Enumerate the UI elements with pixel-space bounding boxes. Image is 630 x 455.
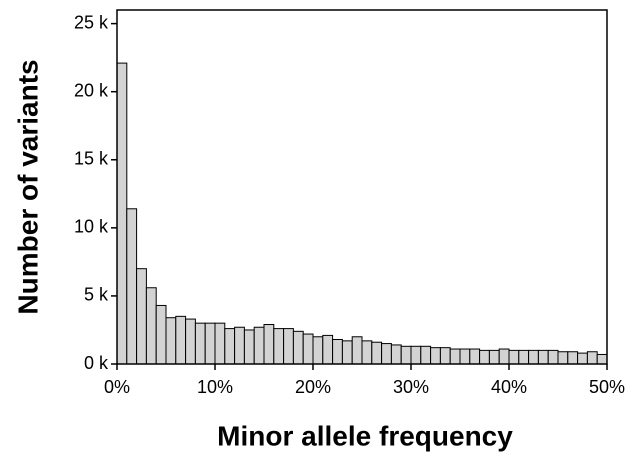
bar	[381, 343, 392, 365]
bar	[596, 353, 608, 365]
bar	[185, 318, 196, 365]
bar	[145, 287, 157, 365]
bar	[312, 336, 324, 365]
bar	[518, 349, 530, 365]
bar	[420, 345, 432, 365]
bar	[214, 322, 226, 365]
bar	[332, 338, 343, 365]
bar	[400, 345, 412, 365]
x-tick-label: 50%	[589, 377, 625, 397]
bar	[430, 347, 441, 365]
x-tick-label: 0%	[104, 377, 130, 397]
bar	[292, 330, 304, 365]
x-axis-label: Minor allele frequency	[217, 420, 513, 451]
y-tick-label: 20 k	[74, 80, 109, 100]
y-tick-label: 15 k	[74, 149, 109, 169]
bar	[390, 344, 402, 365]
bar	[410, 345, 422, 365]
bar	[469, 348, 481, 365]
bar	[479, 349, 490, 365]
bar	[547, 349, 559, 365]
bar	[341, 340, 353, 365]
bar	[361, 340, 373, 365]
y-tick-label: 25 k	[74, 12, 109, 32]
bar	[488, 349, 500, 365]
bar	[498, 348, 510, 365]
bar	[234, 326, 245, 365]
bar	[224, 328, 236, 365]
bar	[116, 62, 128, 365]
y-tick-label: 10 k	[74, 217, 109, 237]
x-tick-label: 30%	[393, 377, 429, 397]
y-tick-label: 0 k	[84, 353, 109, 373]
bar	[126, 208, 138, 365]
bar	[459, 348, 471, 365]
bar	[449, 348, 461, 365]
bar	[528, 349, 539, 365]
bar	[165, 317, 177, 365]
bar	[273, 328, 285, 365]
bar	[175, 315, 187, 365]
bar	[155, 304, 167, 365]
bar	[253, 326, 265, 365]
bar	[351, 336, 363, 365]
x-tick-label: 40%	[491, 377, 527, 397]
bar	[302, 333, 314, 365]
bar	[439, 347, 451, 365]
bar	[371, 341, 383, 365]
bar	[322, 334, 334, 365]
bar	[136, 268, 147, 365]
bar	[204, 322, 216, 365]
bar	[567, 351, 579, 365]
bar	[243, 329, 255, 365]
bar	[263, 324, 275, 365]
x-tick-label: 20%	[295, 377, 331, 397]
bar	[283, 328, 294, 365]
bar	[586, 351, 598, 365]
y-tick-label: 5 k	[84, 285, 109, 305]
bar	[577, 352, 588, 365]
bar	[537, 349, 549, 365]
x-tick-label: 10%	[197, 377, 233, 397]
bar	[508, 349, 520, 365]
bar	[194, 322, 206, 365]
bar	[557, 351, 569, 365]
plot-frame	[116, 9, 608, 365]
y-axis-label: Number of variants	[12, 59, 43, 314]
